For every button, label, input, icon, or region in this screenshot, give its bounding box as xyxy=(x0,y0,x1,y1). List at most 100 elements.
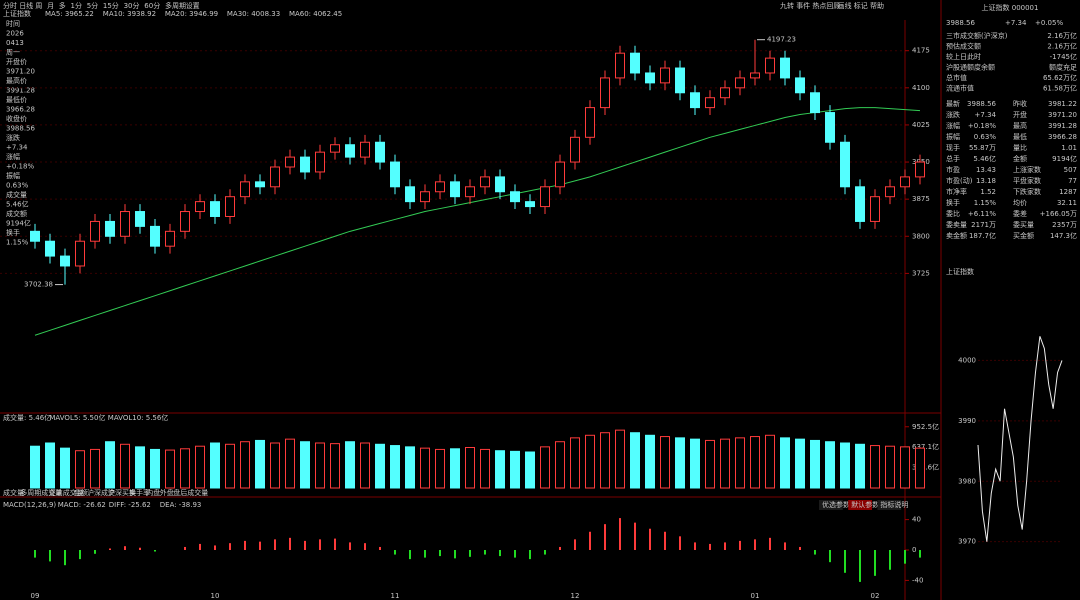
volume-bar xyxy=(885,445,895,489)
summary-value: 61.58万亿 xyxy=(1043,84,1077,93)
toolbar-tab[interactable]: 设置 xyxy=(186,1,200,10)
volume-bar xyxy=(375,443,385,489)
button-label[interactable]: 默认参数 xyxy=(851,500,879,509)
summary-value: 2.16万亿 xyxy=(1047,31,1077,40)
candle-body xyxy=(330,144,340,153)
quote-value: 0.63% xyxy=(974,133,997,141)
candle-body xyxy=(915,161,925,178)
button[interactable] xyxy=(848,500,872,510)
indicator-tab[interactable]: 外盘 xyxy=(160,488,174,497)
indicator-tab[interactable]: 盘后成交量 xyxy=(173,488,208,497)
quote-label: 最新 xyxy=(946,99,960,108)
volume-bar xyxy=(330,443,340,489)
volume-bar xyxy=(240,441,250,489)
indicator-tab[interactable]: 内盘 xyxy=(146,488,160,497)
quote-label: 涨幅 xyxy=(946,121,960,130)
candle-body xyxy=(495,176,505,193)
volume-bar xyxy=(180,448,190,489)
x-tick-label: 12 xyxy=(571,592,580,600)
y-tick-label: 0 xyxy=(912,546,916,554)
toolbar-tab[interactable]: 60分 xyxy=(144,1,160,10)
button[interactable] xyxy=(877,500,902,510)
quote-value: 1287 xyxy=(1059,188,1077,196)
button-label[interactable]: 指标说明 xyxy=(880,500,908,509)
toolbar-tab[interactable]: 30分 xyxy=(124,1,140,10)
volume-bar xyxy=(555,441,565,489)
toolbar-tab[interactable]: 分时 xyxy=(3,1,17,10)
quote-label: 昨收 xyxy=(1013,99,1027,108)
toolbar-button[interactable]: 事件 xyxy=(796,1,810,10)
y-tick-label: 321.6亿 xyxy=(912,462,939,471)
info-text: 最高价 xyxy=(6,76,27,85)
candle-body xyxy=(255,181,265,188)
info-text: 9194亿 xyxy=(6,219,31,228)
ma-label: MA10: 3938.92 xyxy=(103,10,156,18)
quote-value: 187.7亿 xyxy=(969,231,996,240)
candle-body xyxy=(165,230,175,247)
quote-label: 均价 xyxy=(1013,198,1027,207)
candle-body xyxy=(465,186,475,198)
candle-body xyxy=(120,211,130,237)
indicator-tab[interactable]: 多周期成交量 xyxy=(20,488,62,497)
quote-label: 换手 xyxy=(946,198,960,207)
indicator-tab[interactable]: 沪深成交 xyxy=(87,488,115,497)
indicator-tab[interactable]: 沪深买卖 xyxy=(108,488,136,497)
indicator-tab[interactable]: 换手率 xyxy=(129,488,150,497)
toolbar-tab[interactable]: 15分 xyxy=(103,1,119,10)
toolbar-tab[interactable]: 多 xyxy=(59,1,66,10)
volume-bar xyxy=(645,434,655,489)
volume-bar xyxy=(660,436,670,489)
summary-value: 2.16万亿 xyxy=(1047,42,1077,51)
indicator-tab[interactable]: 金额 xyxy=(74,488,88,497)
info-text: 换手 xyxy=(6,228,20,237)
toolbar-tab[interactable]: 多周期 xyxy=(165,1,186,10)
volume-bar xyxy=(495,450,505,489)
toolbar-button[interactable]: 标记 xyxy=(854,1,868,10)
button[interactable] xyxy=(819,500,843,510)
candle-body xyxy=(645,72,655,84)
volume-bar xyxy=(135,446,145,489)
y-tick-label: 3725 xyxy=(912,269,930,277)
quote-value: 55.87万 xyxy=(969,144,996,152)
quote-value: 3988.56 xyxy=(967,100,996,108)
candle-body xyxy=(435,181,445,193)
volume-bar xyxy=(765,434,775,489)
volume-bar xyxy=(870,445,880,489)
button-label[interactable]: 优选参数 xyxy=(822,500,850,509)
volume-bar xyxy=(150,448,160,489)
candle-body xyxy=(825,112,835,143)
indicator-tab[interactable]: 成交量 xyxy=(3,488,24,497)
toolbar-button[interactable]: 画线 xyxy=(838,1,852,10)
quote-value: +166.05万 xyxy=(1040,210,1077,218)
candle-body xyxy=(600,77,610,109)
candle-body xyxy=(690,92,700,109)
toolbar-tab[interactable]: 1分 xyxy=(71,1,82,10)
summary-label: 三市成交额(沪深京) xyxy=(946,31,1008,40)
toolbar-tab[interactable]: 周 xyxy=(35,2,42,10)
macd-label: DEA: -38.93 xyxy=(160,501,202,509)
toolbar-tab[interactable]: 5分 xyxy=(87,1,98,10)
volume-bar xyxy=(480,448,490,489)
info-text: 周一 xyxy=(6,49,20,57)
candle-body xyxy=(795,77,805,94)
toolbar-button[interactable]: 热点回顾 xyxy=(812,1,840,10)
info-text: 开盘价 xyxy=(6,57,27,66)
volume-bar xyxy=(345,441,355,489)
quote-value: 3971.20 xyxy=(1048,111,1077,119)
quote-label: 现手 xyxy=(946,143,960,152)
candle-body xyxy=(810,92,820,114)
quote-value: 1.52 xyxy=(980,188,996,196)
toolbar-tab[interactable]: 日线 xyxy=(19,1,33,10)
indicator-tab[interactable]: 逐笔成交量 xyxy=(49,488,84,497)
summary-label: 总市值 xyxy=(946,73,967,82)
x-tick-label: 09 xyxy=(31,592,40,600)
ma-label: MA60: 4062.45 xyxy=(289,10,342,18)
volume-bar xyxy=(825,441,835,489)
candle-body xyxy=(300,156,310,173)
x-tick-label: 01 xyxy=(751,592,760,600)
toolbar-button[interactable]: 帮助 xyxy=(870,1,884,10)
quote-value: 9194亿 xyxy=(1052,154,1077,163)
toolbar-tab[interactable]: 月 xyxy=(47,2,54,10)
toolbar-button[interactable]: 九转 xyxy=(780,1,794,10)
intraday-line xyxy=(977,336,1063,542)
